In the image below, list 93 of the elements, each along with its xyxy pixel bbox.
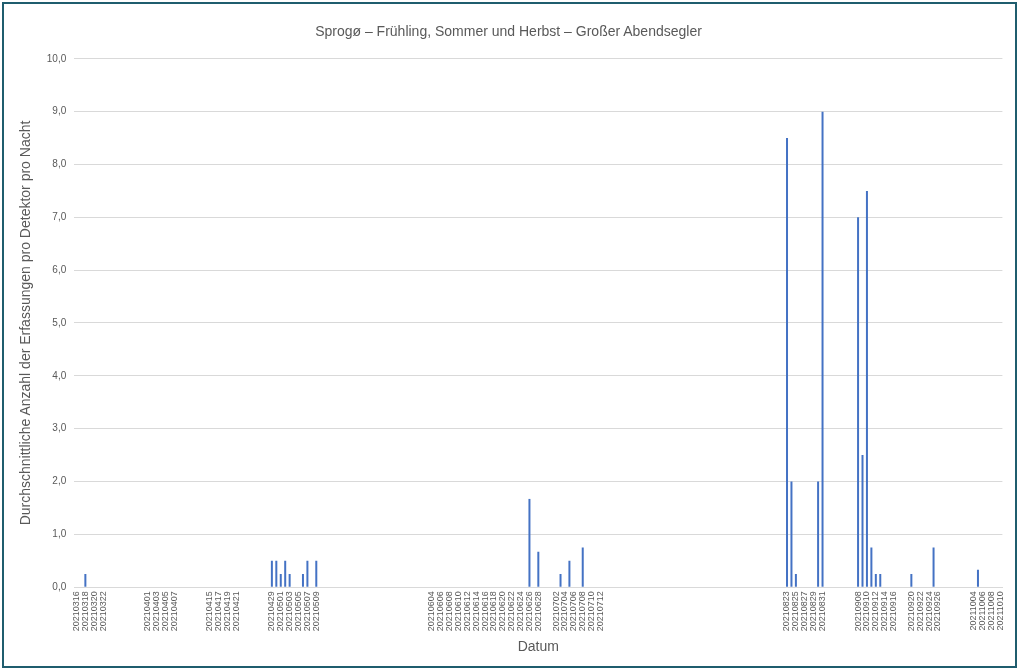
bar [315, 560, 318, 587]
x-tick-label: 20210827 [799, 591, 810, 632]
x-tick-label: 20211010 [994, 591, 1005, 631]
bar [817, 481, 820, 587]
x-tick-label: 20210628 [532, 591, 543, 632]
x-tick-label: 20210503 [284, 591, 295, 632]
bar [581, 547, 584, 587]
bar [275, 560, 278, 587]
bar [865, 190, 868, 587]
chart-title: Sprogø – Frühling, Sommer und Herbst – Großer Abendsegler [315, 23, 703, 40]
y-tick-label: 9,0 [52, 105, 67, 117]
y-tick-label: 7,0 [52, 211, 67, 223]
x-tick-label: 20210507 [301, 591, 312, 632]
x-tick-label: 20210608 [444, 591, 454, 632]
x-tick-label: 20210509 [310, 591, 321, 632]
bar [279, 573, 282, 587]
y-tick-label: 5,0 [52, 316, 67, 328]
y-tick-label: 8,0 [52, 158, 67, 170]
bar [932, 547, 935, 587]
x-tick-label: 20210612 [461, 591, 472, 632]
x-tick-label: 20210706 [568, 591, 579, 632]
bar [288, 573, 291, 587]
y-axis-title: Durchschnittliche Anzahl der Erfassungen pro Detektor pro Nacht [17, 120, 34, 526]
x-tick-label: 20210405 [159, 591, 170, 632]
x-tick-label: 20210914 [879, 591, 890, 632]
y-tick-label: 6,0 [52, 263, 67, 275]
bar [537, 551, 540, 587]
x-tick-label: 20210916 [888, 591, 899, 632]
x-tick-label: 20210704 [559, 591, 570, 632]
x-tick-label: 20210620 [497, 591, 508, 632]
x-tick-label: 20210610 [452, 591, 463, 632]
x-tick-label: 20210910 [861, 591, 872, 632]
x-tick-label: 20210417 [213, 591, 224, 632]
x-tick-label: 20210401 [142, 591, 153, 632]
x-tick-label: 20210614 [470, 591, 481, 632]
x-tick-label: 20210710 [586, 591, 597, 632]
x-tick-label: 20210606 [435, 591, 446, 632]
bar [790, 481, 793, 587]
x-tick-label: 20210922 [914, 591, 925, 632]
bar [976, 569, 979, 587]
x-tick-label: 20210924 [923, 591, 934, 632]
x-tick-label: 20210415 [204, 591, 215, 632]
x-tick-label: 20211006 [976, 591, 987, 631]
bar [870, 547, 873, 587]
x-tick-label: 20210616 [479, 591, 490, 632]
x-tick-label: 20210316 [70, 591, 81, 632]
x-tick-label: 20210322 [97, 591, 108, 632]
x-tick-label: 20210604 [426, 591, 437, 632]
bar [270, 560, 273, 587]
bar [786, 138, 789, 587]
bar [874, 573, 877, 587]
x-tick-label: 20211008 [985, 591, 996, 631]
x-tick-label: 20210708 [577, 591, 588, 632]
x-tick-label: 20210712 [594, 591, 605, 632]
x-tick-label: 20210622 [506, 591, 517, 632]
x-tick-label: 20210912 [870, 591, 881, 632]
bar [857, 217, 860, 587]
bar [284, 560, 287, 587]
bar [301, 573, 304, 587]
x-tick-label: 20210501 [275, 591, 286, 632]
bar [559, 573, 562, 587]
x-tick-label: 20211004 [968, 591, 979, 631]
bar [568, 560, 571, 587]
bar [821, 111, 824, 587]
x-tick-label: 20210702 [550, 591, 561, 632]
y-tick-label: 1,0 [52, 528, 67, 540]
x-tick-label: 20210626 [523, 591, 534, 632]
x-tick-label: 20210505 [293, 591, 304, 632]
x-tick-label: 20210320 [88, 591, 99, 632]
x-tick-label: 20210318 [79, 591, 90, 632]
x-tick-label: 20210920 [905, 591, 916, 632]
x-tick-label: 20210429 [266, 591, 277, 632]
x-tick-label: 20210403 [150, 591, 161, 632]
bar [528, 498, 531, 587]
y-tick-label: 2,0 [52, 475, 67, 487]
x-tick-label: 20210926 [932, 591, 943, 632]
x-tick-label: 20210421 [230, 591, 241, 632]
x-tick-label: 20210618 [488, 591, 499, 632]
x-tick-label: 20210908 [852, 591, 863, 632]
bar [879, 573, 882, 587]
x-tick-label: 20210825 [790, 591, 801, 632]
bar [861, 455, 864, 587]
x-tick-label: 20210419 [221, 591, 232, 632]
x-tick-label: 20210823 [781, 591, 792, 632]
x-tick-label: 20210829 [808, 591, 819, 632]
x-tick-label: 20210831 [817, 591, 828, 632]
y-tick-label: 3,0 [52, 422, 67, 434]
y-tick-label: 4,0 [52, 369, 67, 381]
x-tick-label: 20210624 [515, 591, 526, 632]
y-tick-label: 0,0 [52, 580, 67, 592]
y-tick-label: 10,0 [46, 52, 67, 64]
x-axis-title: Datum [517, 638, 559, 655]
x-tick-label: 20210407 [168, 591, 179, 632]
